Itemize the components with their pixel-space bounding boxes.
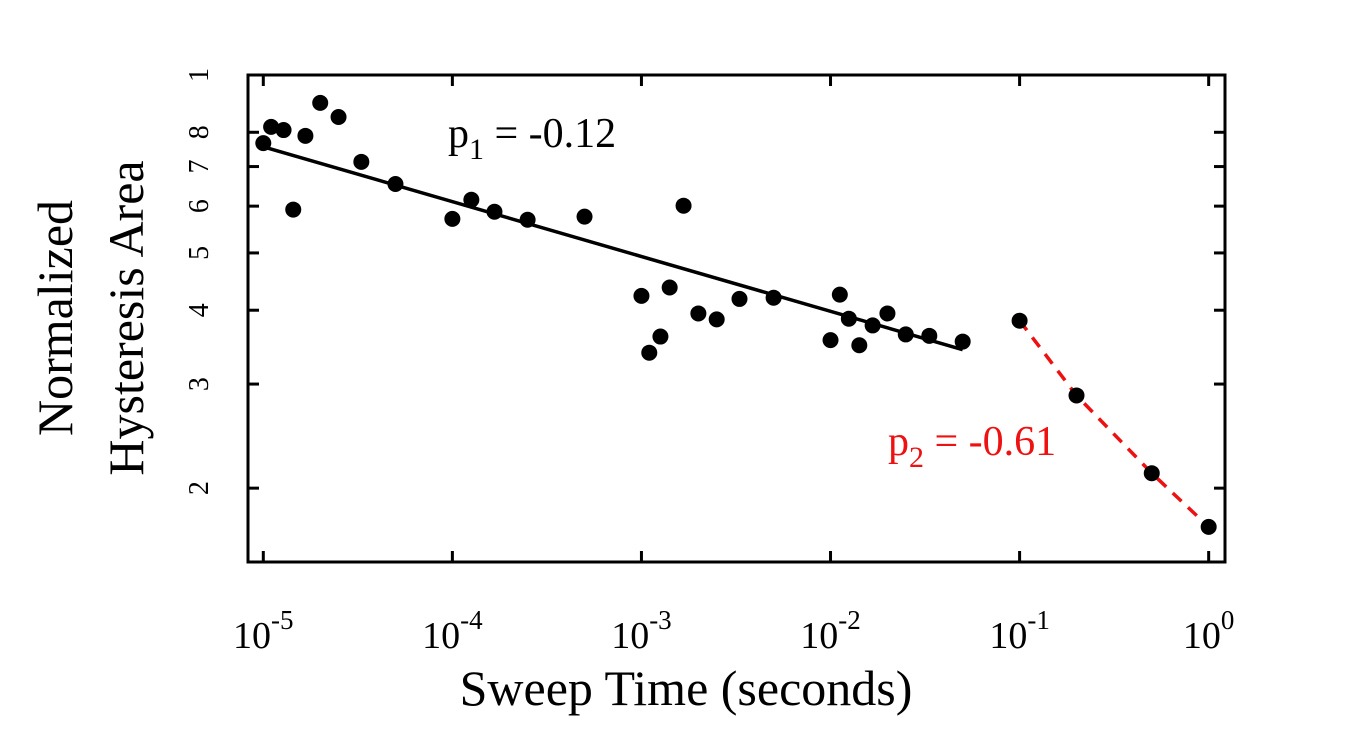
x-tick-label-exponent: -2	[838, 605, 861, 635]
data-point	[576, 208, 593, 225]
y-tick-label: 4	[184, 303, 215, 317]
data-point	[765, 289, 782, 306]
data-point	[387, 176, 404, 193]
y-tick-label: 1	[184, 68, 215, 82]
fit-line	[262, 145, 964, 352]
data-point	[840, 310, 857, 327]
x-tick-label-base: 10	[800, 615, 838, 657]
y-tick-label: 5	[184, 246, 215, 260]
data-point	[731, 290, 748, 307]
x-tick-label: 10-4	[422, 605, 483, 657]
data-point	[1143, 465, 1160, 482]
plot-frame	[246, 73, 1227, 564]
data-point	[879, 305, 896, 322]
annotation: p1 = -0.12	[448, 111, 616, 166]
data-point	[822, 332, 839, 349]
x-tick-label-exponent: -1	[1027, 605, 1050, 635]
data-point	[463, 191, 480, 208]
fit-line-dashed	[1018, 319, 1210, 529]
data-point	[675, 197, 692, 214]
data-point	[1068, 387, 1085, 404]
data-point	[954, 333, 971, 350]
x-tick-label-exponent: -3	[649, 605, 672, 635]
y-tick-label: 3	[184, 377, 215, 391]
x-tick-label: 10-2	[800, 605, 861, 657]
data-point	[1011, 312, 1028, 329]
data-point	[921, 327, 938, 344]
data-point	[285, 201, 302, 218]
data-point	[851, 337, 868, 354]
data-point	[312, 94, 329, 111]
annotation-subscript: 2	[909, 441, 924, 474]
y-tick-label: 6	[184, 199, 215, 213]
data-point	[486, 203, 503, 220]
y-tick-label: 7	[184, 160, 215, 174]
x-tick-label-base: 10	[611, 615, 649, 657]
data-point	[661, 279, 678, 296]
data-point	[519, 211, 536, 228]
x-tick-label-base: 10	[1183, 615, 1221, 657]
y-axis-label: Normalized Hysteresis Area	[27, 160, 154, 475]
y-axis-label-line: Normalized	[27, 200, 83, 436]
y-tick-label: 8	[184, 125, 215, 139]
data-point	[353, 153, 370, 170]
data-point	[708, 311, 725, 328]
annotation-text: = -0.12	[484, 111, 616, 157]
x-tick-label: 10-1	[989, 605, 1050, 657]
annotation-symbol: p	[448, 111, 469, 157]
y-tick-label: 2	[184, 481, 215, 495]
data-point	[275, 122, 292, 139]
x-tick-label-base: 10	[233, 615, 271, 657]
data-point	[330, 109, 347, 126]
data-point	[897, 326, 914, 343]
annotation-symbol: p	[888, 419, 909, 465]
data-point	[831, 286, 848, 303]
x-tick-label-base: 10	[989, 615, 1027, 657]
data-point	[690, 305, 707, 322]
data-point	[255, 135, 272, 152]
data-point	[444, 210, 461, 227]
data-point	[263, 118, 280, 135]
annotation: p2 = -0.61	[888, 419, 1056, 474]
x-axis-label: Sweep Time (seconds)	[460, 660, 913, 716]
x-tick-label-exponent: -4	[460, 605, 483, 635]
y-axis-label-line: Hysteresis Area	[98, 160, 154, 475]
data-point	[652, 328, 669, 345]
data-point	[864, 317, 881, 334]
data-point	[297, 127, 314, 144]
data-point	[641, 344, 658, 361]
x-tick-label-exponent: 0	[1221, 605, 1235, 635]
data-point	[1200, 518, 1217, 535]
x-tick-label-exponent: -5	[271, 605, 294, 635]
x-tick-label: 10-5	[233, 605, 294, 657]
x-tick-label: 100	[1183, 605, 1235, 657]
annotation-subscript: 1	[469, 133, 484, 166]
annotation-text: = -0.61	[924, 419, 1056, 465]
x-tick-label: 10-3	[611, 605, 672, 657]
x-tick-label-base: 10	[422, 615, 460, 657]
data-point	[633, 287, 650, 304]
